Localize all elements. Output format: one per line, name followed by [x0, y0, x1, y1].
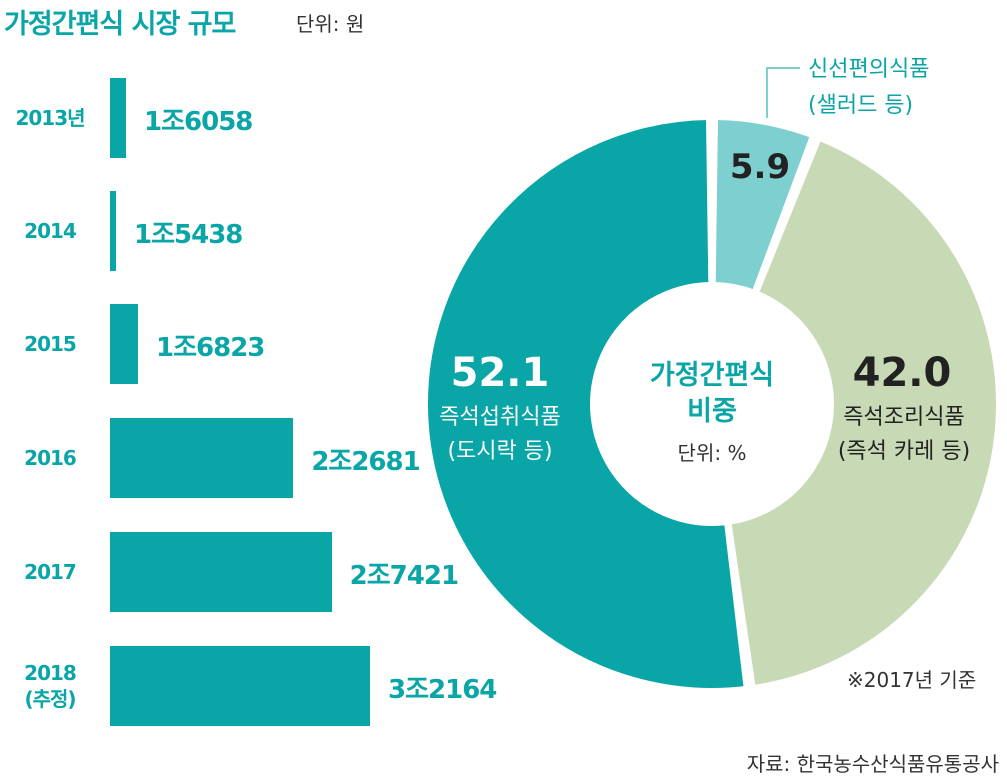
slice-value-3: 52.1 [451, 350, 550, 396]
slice-sublabel-2: (즉석 카레 등) [838, 439, 970, 464]
leader-line [766, 67, 800, 118]
center-unit: 단위: % [678, 441, 747, 465]
category-sublabel: (추정) [24, 687, 76, 711]
slice-sublabel-3: (도시락 등) [447, 439, 552, 464]
bar-value-2: 1조5438 [134, 220, 243, 250]
bar-2 [110, 191, 116, 271]
category-label-6: 2018 (추정) [0, 660, 100, 712]
bar-value-1: 1조6058 [144, 107, 253, 137]
category-label-4: 2016 [24, 446, 77, 470]
slice-sublabel-1: (샐러드 등) [808, 93, 913, 118]
bar-6 [110, 646, 370, 726]
donut-slice-1 [711, 115, 815, 295]
slice-label-1: 신선편의식품 [808, 57, 929, 82]
donut-slice-3 [424, 115, 748, 692]
source-label: 자료: 한국농수산식품유통공사 [746, 752, 999, 776]
category-label-3: 2015 [24, 332, 77, 356]
slice-value-1: 5.9 [730, 147, 790, 187]
category-label-5: 2017 [24, 560, 77, 584]
base-year-note: ※2017년 기준 [847, 668, 977, 692]
bar-5 [110, 532, 332, 612]
category-label-1: 2013년 [15, 106, 85, 130]
center-title: 가정간편식 [650, 360, 774, 391]
center-title: 비중 [687, 396, 737, 427]
bar-value-4: 2조2681 [311, 447, 420, 477]
bar-value-5: 2조7421 [349, 561, 459, 591]
slice-label-3: 즉석섭취식품 [439, 405, 560, 430]
slice-label-2: 즉석조리식품 [843, 405, 964, 430]
unit-label: 단위: 원 [296, 12, 365, 36]
bar-3 [110, 304, 138, 384]
chart-title: 가정간편식 시장 규모 [4, 9, 236, 40]
category-label-2: 2014 [24, 219, 77, 243]
slice-value-2: 42.0 [853, 350, 952, 396]
bar-1 [110, 78, 126, 158]
bar-value-3: 1조6823 [156, 333, 265, 363]
bar-value-6: 3조2164 [388, 675, 497, 705]
bar-4 [110, 418, 294, 498]
donut-slice-2 [727, 136, 1000, 690]
